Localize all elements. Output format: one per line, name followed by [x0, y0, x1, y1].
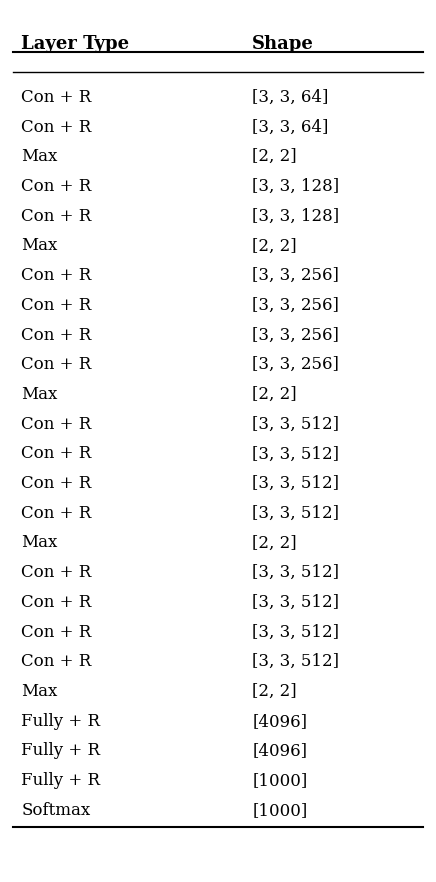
- Text: Max: Max: [21, 683, 58, 700]
- Text: [3, 3, 512]: [3, 3, 512]: [252, 505, 339, 522]
- Text: [2, 2]: [2, 2]: [252, 534, 297, 551]
- Text: [4096]: [4096]: [252, 713, 307, 729]
- Text: Con + R: Con + R: [21, 445, 92, 462]
- Text: Con + R: Con + R: [21, 594, 92, 611]
- Text: [3, 3, 128]: [3, 3, 128]: [252, 178, 339, 195]
- Text: Con + R: Con + R: [21, 475, 92, 492]
- Text: [3, 3, 512]: [3, 3, 512]: [252, 445, 339, 462]
- Text: Con + R: Con + R: [21, 267, 92, 284]
- Text: [2, 2]: [2, 2]: [252, 386, 297, 403]
- Text: Fully + R: Fully + R: [21, 772, 100, 789]
- Text: Max: Max: [21, 534, 58, 551]
- Text: Con + R: Con + R: [21, 297, 92, 314]
- Text: [3, 3, 128]: [3, 3, 128]: [252, 208, 339, 225]
- Text: [3, 3, 64]: [3, 3, 64]: [252, 89, 329, 106]
- Text: [2, 2]: [2, 2]: [252, 683, 297, 700]
- Text: Con + R: Con + R: [21, 118, 92, 136]
- Text: Con + R: Con + R: [21, 326, 92, 344]
- Text: Con + R: Con + R: [21, 654, 92, 670]
- Text: Con + R: Con + R: [21, 415, 92, 433]
- Text: Con + R: Con + R: [21, 178, 92, 195]
- Text: Softmax: Softmax: [21, 802, 91, 818]
- Text: [3, 3, 512]: [3, 3, 512]: [252, 475, 339, 492]
- Text: Max: Max: [21, 148, 58, 165]
- Text: [1000]: [1000]: [252, 802, 307, 818]
- Text: [3, 3, 512]: [3, 3, 512]: [252, 654, 339, 670]
- Text: Max: Max: [21, 237, 58, 254]
- Text: [2, 2]: [2, 2]: [252, 148, 297, 165]
- Text: Max: Max: [21, 386, 58, 403]
- Text: Fully + R: Fully + R: [21, 743, 100, 759]
- Text: Shape: Shape: [252, 34, 314, 53]
- Text: Con + R: Con + R: [21, 208, 92, 225]
- Text: [1000]: [1000]: [252, 772, 307, 789]
- Text: Con + R: Con + R: [21, 89, 92, 106]
- Text: Fully + R: Fully + R: [21, 713, 100, 729]
- Text: [3, 3, 256]: [3, 3, 256]: [252, 267, 339, 284]
- Text: Layer Type: Layer Type: [21, 34, 129, 53]
- Text: [4096]: [4096]: [252, 743, 307, 759]
- Text: [3, 3, 512]: [3, 3, 512]: [252, 624, 339, 640]
- Text: [3, 3, 256]: [3, 3, 256]: [252, 297, 339, 314]
- Text: Con + R: Con + R: [21, 505, 92, 522]
- Text: [3, 3, 256]: [3, 3, 256]: [252, 356, 339, 373]
- Text: [3, 3, 512]: [3, 3, 512]: [252, 564, 339, 581]
- Text: [2, 2]: [2, 2]: [252, 237, 297, 254]
- Text: Con + R: Con + R: [21, 356, 92, 373]
- Text: Con + R: Con + R: [21, 564, 92, 581]
- Text: [3, 3, 512]: [3, 3, 512]: [252, 594, 339, 611]
- Text: [3, 3, 256]: [3, 3, 256]: [252, 326, 339, 344]
- Text: [3, 3, 64]: [3, 3, 64]: [252, 118, 329, 136]
- Text: [3, 3, 512]: [3, 3, 512]: [252, 415, 339, 433]
- Text: Con + R: Con + R: [21, 624, 92, 640]
